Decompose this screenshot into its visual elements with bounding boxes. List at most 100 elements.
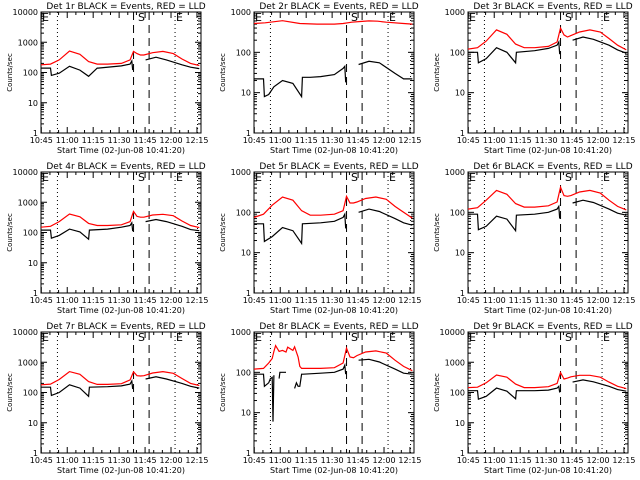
y-tick-label: 1000 xyxy=(445,8,465,17)
marker-label-e: E xyxy=(176,171,183,184)
marker-label-e: E xyxy=(42,11,49,24)
marker-label-e: E xyxy=(603,171,610,184)
x-tick-label: 11:15 xyxy=(295,456,318,465)
x-tick-label: 10:45 xyxy=(243,296,266,305)
series-line-lld xyxy=(467,185,627,211)
plot-frame xyxy=(40,11,202,134)
y-axis-label: Counts/sec xyxy=(6,373,14,412)
x-tick-label: 12:00 xyxy=(159,136,182,145)
y-tick-label: 10 xyxy=(455,89,465,98)
chart-title: Det 9r BLACK = Events, RED = LLD xyxy=(473,322,632,332)
x-tick-label: 10:45 xyxy=(457,456,480,465)
marker-label-s: S xyxy=(138,171,145,184)
series-line-events xyxy=(254,358,413,422)
plot-frame xyxy=(467,331,629,454)
x-tick-label: 11:15 xyxy=(509,136,532,145)
x-tick-label: 12:00 xyxy=(586,136,609,145)
x-tick-label: 11:30 xyxy=(108,456,131,465)
x-axis-label: Start Time (02-Jun-08 10:41:20) xyxy=(57,306,185,315)
marker-label-s: S xyxy=(565,331,572,344)
x-tick-label: 11:45 xyxy=(134,136,157,145)
x-tick-label: 12:15 xyxy=(398,136,421,145)
series-line-events xyxy=(468,36,627,65)
chart-title: Det 6r BLACK = Events, RED = LLD xyxy=(473,162,632,172)
marker-label-e: E xyxy=(469,331,476,344)
chart-title: Det 4r BLACK = Events, RED = LLD xyxy=(46,162,205,172)
marker-label-e: E xyxy=(603,331,610,344)
x-tick-label: 11:15 xyxy=(82,136,105,145)
x-axis-label: Start Time (02-Jun-08 10:41:20) xyxy=(484,466,612,475)
y-tick-label: 1 xyxy=(246,289,251,298)
y-tick-label: 100 xyxy=(23,69,38,78)
plot-frame xyxy=(467,171,629,294)
y-tick-label: 1000 xyxy=(231,168,251,177)
marker-label-e: E xyxy=(42,331,49,344)
y-tick-label: 1 xyxy=(246,129,251,138)
chart-panel-2: Det 2r BLACK = Events, RED = LLD 1 10 100 10… xyxy=(219,2,421,155)
series-line-events xyxy=(41,56,200,78)
y-tick-label: 10 xyxy=(28,419,38,428)
y-tick-label: 1000 xyxy=(18,38,38,47)
y-tick-label: 10 xyxy=(241,89,251,98)
marker-label-e: E xyxy=(255,11,262,24)
x-tick-label: 11:30 xyxy=(535,136,558,145)
series-line-lld xyxy=(253,194,413,219)
plot-frame xyxy=(40,331,202,454)
x-tick-label: 12:15 xyxy=(398,456,421,465)
plot-frame xyxy=(253,171,415,294)
y-tick-label: 1 xyxy=(460,129,465,138)
marker-label-s: S xyxy=(351,171,358,184)
y-tick-label: 100 xyxy=(450,48,465,57)
y-tick-label: 1 xyxy=(460,449,465,458)
x-tick-label: 11:45 xyxy=(347,136,370,145)
y-axis-label: Counts/sec xyxy=(6,213,14,252)
chart-title: Det 7r BLACK = Events, RED = LLD xyxy=(46,322,205,332)
x-tick-label: 12:15 xyxy=(612,296,635,305)
y-tick-label: 100 xyxy=(23,389,38,398)
x-tick-label: 11:45 xyxy=(561,136,584,145)
y-tick-label: 1000 xyxy=(231,8,251,17)
y-tick-label: 10 xyxy=(455,419,465,428)
marker-label-s: S xyxy=(138,331,145,344)
x-tick-label: 11:30 xyxy=(535,456,558,465)
x-axis-label: Start Time (02-Jun-08 10:41:20) xyxy=(57,146,185,155)
y-tick-label: 100 xyxy=(450,389,465,398)
x-tick-label: 12:15 xyxy=(612,136,635,145)
y-tick-label: 1 xyxy=(33,289,38,298)
x-tick-label: 11:45 xyxy=(347,296,370,305)
plot-frame xyxy=(253,11,415,134)
x-axis-label: Start Time (02-Jun-08 10:41:20) xyxy=(270,306,398,315)
x-tick-label: 11:45 xyxy=(134,456,157,465)
x-axis-label: Start Time (02-Jun-08 10:41:20) xyxy=(270,466,398,475)
series-line-events xyxy=(468,379,627,401)
y-tick-label: 10 xyxy=(28,99,38,108)
x-tick-label: 12:00 xyxy=(586,456,609,465)
series-line-lld xyxy=(467,370,627,390)
y-tick-label: 1 xyxy=(33,129,38,138)
x-tick-label: 11:30 xyxy=(321,136,344,145)
y-tick-label: 10000 xyxy=(440,328,465,337)
y-tick-label: 10 xyxy=(28,259,38,268)
marker-label-s: S xyxy=(565,11,572,24)
x-tick-label: 11:30 xyxy=(108,136,131,145)
x-tick-label: 11:15 xyxy=(82,456,105,465)
marker-label-e: E xyxy=(389,11,396,24)
marker-label-s: S xyxy=(138,11,145,24)
x-tick-label: 11:45 xyxy=(561,296,584,305)
x-tick-label: 11:30 xyxy=(321,296,344,305)
x-axis-label: Start Time (02-Jun-08 10:41:20) xyxy=(57,466,185,475)
y-tick-label: 100 xyxy=(236,208,251,217)
marker-label-s: S xyxy=(565,171,572,184)
chart-panel-1: Det 1r BLACK = Events, RED = LLD 1 10 100 10… xyxy=(6,2,208,155)
x-tick-label: 10:45 xyxy=(457,296,480,305)
x-tick-label: 11:30 xyxy=(108,296,131,305)
chart-title: Det 1r BLACK = Events, RED = LLD xyxy=(46,2,205,12)
x-tick-label: 10:45 xyxy=(30,296,53,305)
x-axis-label: Start Time (02-Jun-08 10:41:20) xyxy=(484,306,612,315)
series-line-lld xyxy=(40,370,200,387)
x-tick-label: 11:00 xyxy=(56,136,79,145)
marker-label-e: E xyxy=(255,171,262,184)
x-tick-label: 11:15 xyxy=(295,136,318,145)
x-tick-label: 11:15 xyxy=(509,296,532,305)
